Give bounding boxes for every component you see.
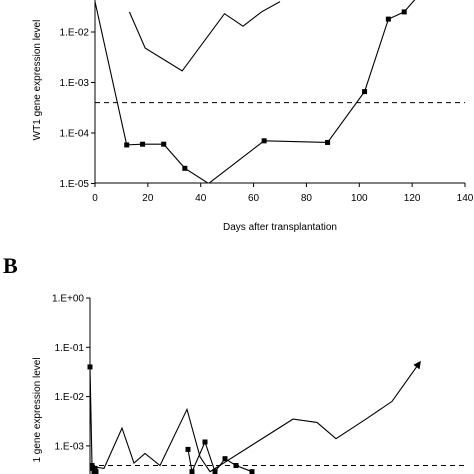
panel-a-series-2-point [124, 142, 130, 148]
panel-b-series-3-point [212, 469, 218, 474]
panel-b-series-1-point [92, 465, 98, 471]
panel-b-series-1-point [89, 463, 95, 469]
panel-b-y-tick-label: 1.E-03 [55, 441, 85, 452]
panel-b-series-4-line [209, 360, 421, 473]
panel-a-x-tick-label: 80 [301, 193, 313, 204]
panel-a-y-tick-label: 1.E-04 [60, 129, 90, 140]
panel-b-series-3-point [189, 469, 195, 474]
panel-a-x-tick-label: 20 [142, 193, 154, 204]
panel-a-series-2-point [401, 9, 407, 15]
panel-b-y-tick-labels: 1.E-03 1.E-02 1.E-01 1.E+00 [52, 294, 84, 453]
panel-a-axes [91, 0, 466, 187]
panel-a-series-2-point [325, 139, 331, 145]
panel-b-series-1-point [87, 364, 93, 370]
panel-b-series-1-point [93, 469, 99, 474]
panel-a-series-2-point [161, 141, 167, 147]
panel-b-y-tick-label: 1.E-01 [55, 343, 85, 354]
panel-a-x-tick-label: 100 [351, 193, 368, 204]
panel-a-y-tick-label: 1.E-05 [60, 179, 90, 190]
panel-a-x-tick-label: 0 [92, 193, 98, 204]
panel-b-series-3-point [249, 469, 255, 474]
panel-a-series-2-point [140, 141, 146, 147]
panel-b-series-2-line [91, 407, 221, 473]
panel-b-series [87, 360, 421, 474]
panel-a-x-tick-label: 40 [195, 193, 207, 204]
panel-b-series-3-point [233, 463, 239, 469]
panel-b-series-3-point [202, 439, 208, 445]
panel-a-x-tick-label: 60 [248, 193, 260, 204]
panel-a-x-axis-label: Days after transplantation [223, 222, 337, 233]
panel-b-series-3-point [222, 456, 228, 462]
panel-b-y-tick-label: 1.E+00 [52, 294, 84, 305]
panel-a-series-2-point [261, 138, 267, 144]
panel-b-letter: B [3, 253, 18, 278]
panel-a-series-1-line [128, 1, 281, 72]
panel-a-y-tick-labels: 1.E-05 1.E-04 1.E-03 1.E-02 [60, 28, 90, 191]
panel-b-axes [86, 297, 91, 474]
panel-b-series-3-point [185, 446, 191, 452]
panel-a-y-axis-label: WT1 gene expression level [32, 20, 43, 141]
panel-a-y-tick-label: 1.E-02 [60, 28, 90, 39]
panel-b-y-axis-label: 1 gene expression level [32, 357, 43, 462]
panel-b-series-1-line [89, 366, 97, 474]
panel-a-y-tick-label: 1.E-03 [60, 78, 90, 89]
panel-b: 1.E-03 1.E-02 1.E-01 1.E+00 1 gene expressi… [32, 294, 465, 474]
panel-a-series [95, 0, 416, 183]
panel-a-series-2-point [362, 89, 368, 95]
panel-a: 1.E-05 1.E-04 1.E-03 1.E-02 0 20 40 60 80 100 120… [32, 0, 474, 233]
panel-b-y-tick-label: 1.E-02 [55, 392, 85, 403]
panel-a-x-tick-labels: 0 20 40 60 80 100 120 140 [92, 193, 474, 204]
panel-a-x-tick-label: 140 [457, 193, 474, 204]
panel-a-series-2-point [385, 16, 391, 22]
panel-a-series-2-line [95, 0, 416, 183]
panel-a-series-2-point [182, 165, 188, 171]
panel-a-x-tick-label: 120 [404, 193, 421, 204]
